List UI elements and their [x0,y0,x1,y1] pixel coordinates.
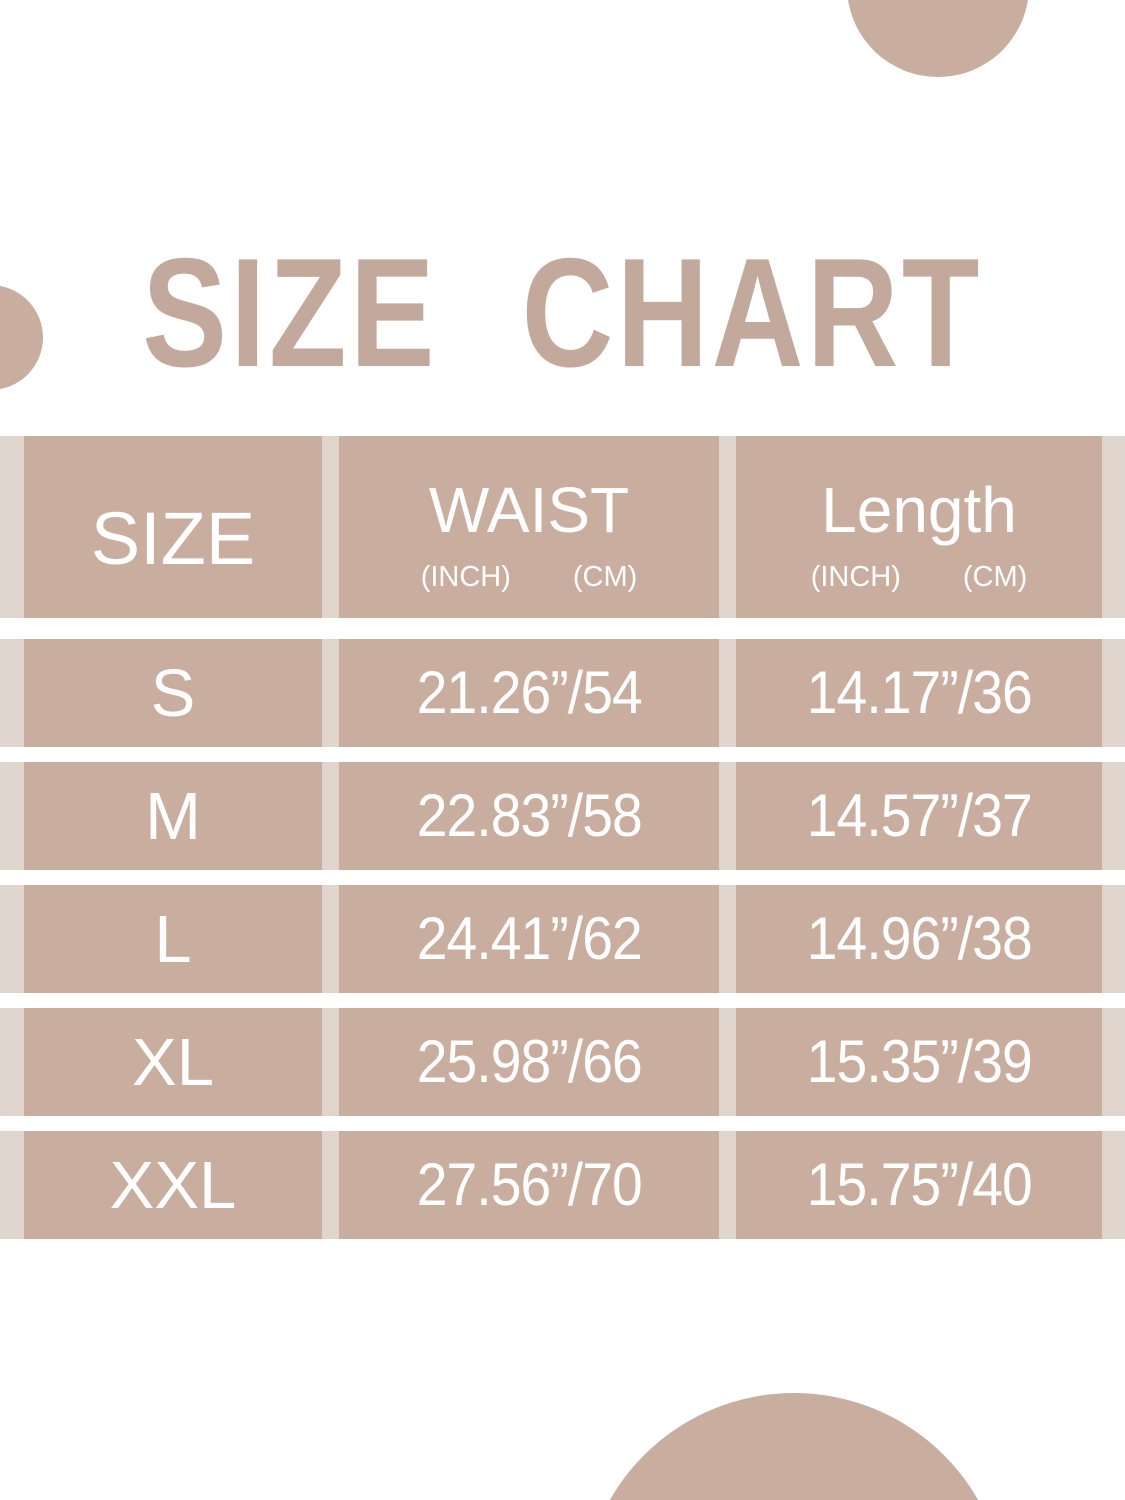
column-gap [719,1131,736,1239]
cell-size: XL [24,1008,322,1116]
header-cell-size: SIZE [24,436,322,618]
header-length-label: Length [821,474,1017,547]
cell-length: 15.35”/39 [736,1008,1102,1116]
waist-value: 25.98”/66 [416,1028,643,1095]
length-value: 15.75”/40 [806,1151,1033,1218]
waist-value: 27.56”/70 [416,1151,643,1218]
table-right-margin [1102,436,1125,618]
size-value: M [145,778,201,854]
table-right-margin [1102,639,1125,747]
decorative-circle-top-right [847,0,1029,77]
size-value: XL [132,1024,214,1100]
cell-length: 14.96”/38 [736,885,1102,993]
waist-value: 22.83”/58 [416,782,643,849]
waist-value: 21.26”/54 [416,659,643,726]
header-cell-waist: WAIST (INCH) (CM) [339,436,719,618]
table-row: M 22.83”/58 14.57”/37 [0,762,1125,870]
table-right-margin [1102,762,1125,870]
cell-size: L [24,885,322,993]
table-left-margin [0,639,24,747]
header-cell-length: Length (INCH) (CM) [736,436,1102,618]
waist-unit-inch: (INCH) [420,560,511,593]
column-gap [322,1008,339,1116]
size-value: S [150,655,196,731]
cell-size: S [24,639,322,747]
cell-waist: 24.41”/62 [339,885,719,993]
cell-waist: 21.26”/54 [339,639,719,747]
table-right-margin [1102,885,1125,993]
length-value: 15.35”/39 [806,1028,1033,1095]
length-unit-cm: (CM) [962,560,1028,593]
column-gap [322,762,339,870]
cell-waist: 22.83”/58 [339,762,719,870]
cell-length: 15.75”/40 [736,1131,1102,1239]
table-row: XXL 27.56”/70 15.75”/40 [0,1131,1125,1239]
length-value: 14.17”/36 [806,659,1033,726]
table-row: L 24.41”/62 14.96”/38 [0,885,1125,993]
page-title: SIZE CHART [142,226,983,399]
cell-size: XXL [24,1131,322,1239]
row-separator [0,1116,1125,1131]
length-unit-inch: (INCH) [810,560,901,593]
row-separator [0,870,1125,885]
row-separator [0,993,1125,1008]
header-size-label: SIZE [90,497,256,581]
table-left-margin [0,1131,24,1239]
row-separator [0,618,1125,639]
table-right-margin [1102,1008,1125,1116]
header-waist-label: WAIST [428,474,630,547]
column-gap [719,762,736,870]
cell-waist: 27.56”/70 [339,1131,719,1239]
cell-length: 14.17”/36 [736,639,1102,747]
table-header-row: SIZE WAIST (INCH) (CM) Length (INCH) (CM… [0,436,1125,618]
decorative-circle-bottom [582,1393,1006,1500]
column-gap [322,1131,339,1239]
table-left-margin [0,762,24,870]
size-value: L [154,901,192,977]
table-right-margin [1102,1131,1125,1239]
length-value: 14.96”/38 [806,905,1033,972]
column-gap [322,885,339,993]
size-value: XXL [109,1147,237,1223]
row-separator [0,747,1125,762]
size-chart-table: SIZE WAIST (INCH) (CM) Length (INCH) (CM… [0,436,1125,1239]
column-gap [719,885,736,993]
waist-unit-cm: (CM) [572,560,638,593]
column-gap [719,1008,736,1116]
cell-length: 14.57”/37 [736,762,1102,870]
table-left-margin [0,885,24,993]
waist-value: 24.41”/62 [416,905,643,972]
table-left-margin [0,1008,24,1116]
table-row: XL 25.98”/66 15.35”/39 [0,1008,1125,1116]
cell-size: M [24,762,322,870]
header-length-units: (INCH) (CM) [810,560,1028,594]
cell-waist: 25.98”/66 [339,1008,719,1116]
column-gap [322,639,339,747]
length-value: 14.57”/37 [806,782,1033,849]
table-left-margin [0,436,24,618]
column-gap [322,436,339,618]
title-band: SIZE CHART [0,235,1125,390]
header-waist-units: (INCH) (CM) [420,560,638,594]
column-gap [719,639,736,747]
column-gap [719,436,736,618]
table-row: S 21.26”/54 14.17”/36 [0,639,1125,747]
